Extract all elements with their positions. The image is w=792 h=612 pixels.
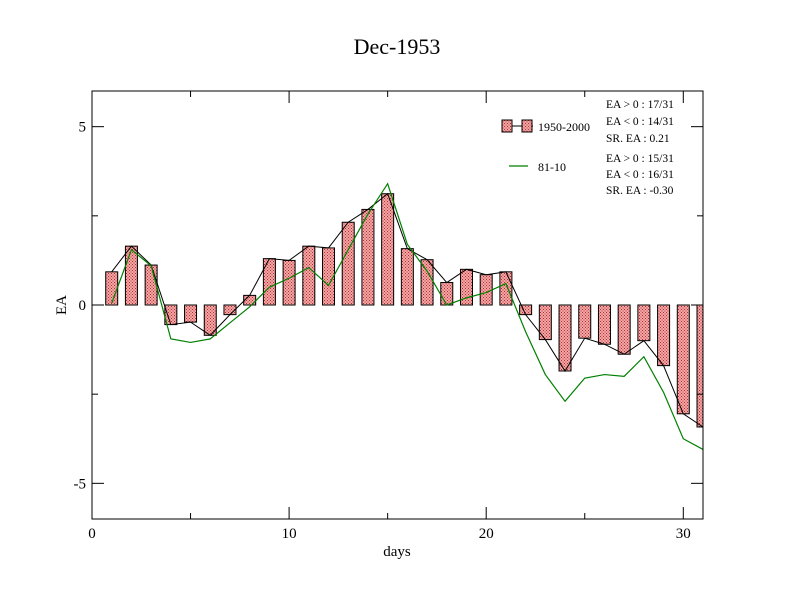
stat-sr-ea-1950-2000: SR. EA : 0.21 [606,133,670,145]
stat-ea-negative-81-10: EA < 0 : 16/31 [606,169,674,181]
y-tick-label-5: 5 [79,120,87,136]
bar-day-13 [341,221,355,306]
bar-day-16 [400,248,414,306]
bar-day-30 [676,304,690,415]
bar-day-11 [302,245,316,306]
legend-swatch-bar-right [521,119,533,133]
stat-ea-positive-1950-2000: EA > 0 : 17/31 [606,99,674,111]
y-axis-label: EA [54,295,70,315]
x-tick-label-10: 10 [282,526,297,542]
stat-ea-positive-81-10: EA > 0 : 15/31 [606,153,674,165]
bar-day-31 [696,304,704,428]
bar-series-layer [105,193,704,428]
stats-annotations: EA > 0 : 17/31 EA < 0 : 14/31 SR. EA : 0… [606,99,674,197]
bar-day-26 [597,304,611,345]
bar-day-29 [657,304,671,367]
line-series-81-10 [111,182,704,450]
legend-label-1950-2000: 1950-2000 [538,120,590,134]
bar-day-12 [322,247,336,306]
y-tick-label-0: 0 [79,298,87,314]
bar-day-1 [105,271,119,306]
axis-ticks: 0 10 20 30 -5 0 5 [74,91,703,542]
legend-label-81-10: 81-10 [538,160,566,174]
line-series-1950-2000 [111,192,704,428]
legend-item-81-10: 81-10 [509,160,566,174]
bar-day-25 [578,304,592,339]
bar-day-24 [558,304,572,372]
bar-day-18 [440,282,454,306]
stat-ea-negative-1950-2000: EA < 0 : 14/31 [606,116,674,128]
legend: 1950-2000 81-10 [501,119,590,174]
bar-day-3 [144,264,158,306]
bar-day-10 [282,259,296,306]
line-series-layer [111,182,704,450]
bar-day-28 [637,304,651,342]
legend-item-1950-2000: 1950-2000 [501,119,590,134]
y-tick-label--5: -5 [74,476,87,492]
x-tick-label-0: 0 [88,526,96,542]
legend-swatch-bar-left [501,119,513,133]
x-tick-label-20: 20 [479,526,494,542]
bar-day-2 [124,245,138,306]
stat-sr-ea-81-10: SR. EA : -0.30 [606,185,674,197]
x-axis-label: days [383,544,411,560]
bar-day-21 [499,271,513,306]
bar-day-14 [361,208,375,306]
bar-day-17 [420,259,434,306]
bar-day-7 [223,304,237,316]
bar-day-5 [184,304,198,323]
chart-title: Dec-1953 [354,34,441,59]
bar-day-15 [381,193,395,306]
bar-day-20 [479,274,493,306]
bar-day-8 [243,294,257,306]
x-tick-label-30: 30 [676,526,691,542]
bar-day-27 [617,304,631,355]
